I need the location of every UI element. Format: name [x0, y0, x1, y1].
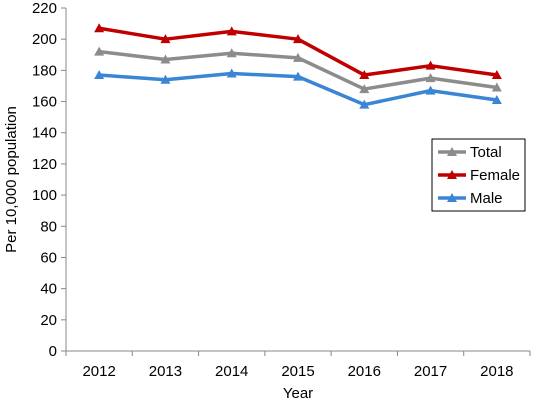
x-axis-title: Year — [283, 385, 313, 402]
x-tick-label: 2018 — [480, 363, 513, 380]
x-tick-label: 2015 — [281, 363, 314, 380]
y-tick-label: 220 — [32, 0, 57, 17]
y-tick-label: 160 — [32, 94, 57, 111]
series-male — [94, 68, 502, 109]
legend-item-female: Female — [438, 167, 520, 184]
data-point — [491, 94, 502, 104]
y-tick-label: 80 — [40, 218, 57, 235]
y-ticks: 0 20 40 60 80 100 120 140 160 180 200 220 — [32, 0, 66, 360]
y-tick-label: 200 — [32, 31, 57, 48]
data-point — [226, 48, 237, 58]
legend-label: Total — [470, 144, 502, 161]
axes — [65, 8, 530, 352]
legend-swatch-marker — [447, 147, 457, 156]
x-tick-label: 2013 — [149, 363, 182, 380]
y-tick-label: 180 — [32, 62, 57, 79]
data-point — [160, 74, 171, 84]
data-point — [359, 99, 370, 109]
series-total — [94, 46, 502, 94]
legend-swatch-marker — [447, 193, 457, 202]
data-point — [94, 46, 105, 56]
data-point — [359, 84, 370, 94]
data-point — [94, 70, 105, 80]
data-point — [425, 60, 436, 70]
y-tick-label: 60 — [40, 249, 57, 266]
data-point — [160, 54, 171, 64]
data-point — [425, 73, 436, 83]
data-point — [160, 34, 171, 44]
x-tick-label: 2017 — [414, 363, 447, 380]
x-tick-label: 2014 — [215, 363, 248, 380]
y-axis-title: Per 10,000 population — [3, 106, 20, 253]
data-point — [293, 52, 303, 62]
legend-item-male: Male — [438, 190, 503, 207]
data-point — [359, 70, 370, 80]
y-tick-label: 40 — [40, 281, 57, 298]
data-point — [491, 70, 502, 80]
y-tick-label: 120 — [32, 156, 57, 173]
x-ticks: 2012 2013 2014 2015 2016 2017 2018 — [65, 351, 531, 380]
data-point — [293, 71, 303, 81]
data-point — [226, 68, 237, 78]
legend-swatch-marker — [447, 170, 457, 179]
y-tick-label: 0 — [49, 343, 57, 360]
data-point — [94, 23, 105, 33]
series-layer — [94, 23, 502, 109]
y-tick-label: 100 — [32, 187, 57, 204]
legend-item-total: Total — [438, 144, 502, 161]
data-point — [226, 26, 237, 36]
legend-label: Male — [470, 190, 503, 207]
legend-label: Female — [470, 167, 520, 184]
data-point — [293, 34, 303, 44]
series-female — [94, 23, 502, 80]
y-tick-label: 140 — [32, 125, 57, 142]
data-point — [491, 82, 502, 92]
x-tick-label: 2012 — [82, 363, 115, 380]
legend: Total Female Male — [431, 138, 526, 212]
y-tick-label: 20 — [40, 312, 57, 329]
x-tick-label: 2016 — [348, 363, 381, 380]
data-point — [425, 85, 436, 95]
